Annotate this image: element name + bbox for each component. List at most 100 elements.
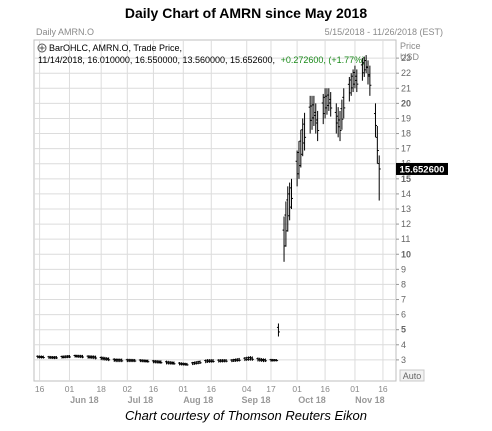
y-tick-label: 12 — [401, 219, 411, 229]
ohlc-bar — [138, 359, 142, 363]
y-tick-label: 23 — [401, 53, 411, 63]
currency-label: USD — [400, 52, 420, 62]
y-tick-label: 5 — [401, 325, 406, 335]
chart-title: Daily Chart of AMRN since May 2018 — [124, 5, 368, 21]
ohlc-bar — [172, 361, 176, 365]
ohlc-bar — [340, 99, 344, 130]
plot-area[interactable] — [33, 39, 397, 382]
ohlc-bar — [36, 355, 40, 359]
ohlc-bar — [112, 358, 116, 362]
x-tick-label: 18 — [96, 384, 106, 394]
ohlc-bar — [181, 362, 185, 366]
ohlc-bar — [353, 65, 357, 89]
ohlc-bar — [342, 88, 346, 119]
x-tick-label: 16 — [207, 384, 217, 394]
ohlc-bar — [125, 358, 129, 363]
x-tick-label: 01 — [292, 384, 302, 394]
ohlc-bar — [192, 361, 196, 365]
circle-plus-icon[interactable] — [37, 43, 47, 53]
ohlc-bar — [269, 358, 273, 362]
ohlc-bar — [81, 354, 85, 359]
ohlc-bar — [310, 95, 314, 130]
ohlc-bar — [207, 359, 211, 363]
ohlc-bar — [260, 358, 264, 362]
ohlc-bar — [77, 354, 81, 358]
ohlc-bar — [196, 360, 200, 365]
ohlc-bar — [243, 357, 247, 362]
y-tick-label: 11 — [401, 234, 410, 244]
ohlc-bar — [51, 356, 55, 360]
ohlc-bar — [284, 201, 288, 247]
ohlc-bar — [140, 359, 144, 363]
ohlc-bar — [312, 95, 316, 127]
x-tick-label: 16 — [149, 384, 159, 394]
ohlc-bar — [323, 88, 327, 119]
ohlc-bar — [178, 362, 182, 366]
ohlc-bar — [248, 356, 252, 361]
y-tick-label: 4 — [401, 340, 406, 350]
auto-button-label: Auto — [403, 371, 422, 381]
ohlc-bar — [179, 362, 183, 366]
ohlc-bar — [194, 361, 198, 365]
ohlc-bar — [247, 356, 251, 361]
x-month-label: Jul 18 — [128, 395, 154, 405]
ohlc-bar — [235, 358, 239, 362]
auto-scale-button[interactable]: Auto — [399, 369, 425, 382]
ohlc-bar — [204, 359, 208, 364]
ohlc-bar — [38, 355, 42, 359]
x-tick-label: 01 — [350, 384, 360, 394]
ohlc-bar — [107, 357, 111, 362]
ohlc-bar — [101, 356, 105, 361]
ohlc-bar — [368, 65, 372, 96]
ohlc-bar — [133, 358, 137, 363]
ohlc-bar — [347, 76, 351, 102]
ohlc-bar — [54, 355, 58, 359]
ohlc-bar — [62, 355, 66, 359]
ohlc-bar — [256, 357, 260, 362]
x-month-label: Oct 18 — [298, 395, 326, 405]
y-tick-label: 13 — [401, 204, 411, 214]
x-month-label: Jun 18 — [70, 395, 99, 405]
ohlc-bar — [366, 60, 370, 85]
ohlc-bar — [90, 355, 94, 359]
ohlc-bar — [103, 356, 107, 361]
ohlc-bar — [327, 88, 331, 111]
ohlc-bar — [364, 55, 368, 74]
y-tick-label: 17 — [401, 144, 411, 154]
ohlc-bar — [232, 358, 236, 362]
ohlc-bar — [60, 355, 64, 359]
ohlc-bar — [262, 358, 266, 363]
ohlc-bar — [338, 110, 342, 142]
ohlc-bar — [286, 186, 290, 232]
ohlc-bar — [234, 358, 238, 362]
ohlc-bar — [88, 355, 92, 359]
ohlc-bar — [258, 357, 262, 362]
ohlc-bar — [191, 361, 195, 366]
x-tick-label: 04 — [242, 384, 252, 394]
ohlc-bar — [222, 359, 226, 363]
y-tick-label: 10 — [401, 249, 411, 259]
ohlc-bar — [170, 361, 174, 365]
ohlc-bar — [299, 129, 303, 168]
ohlc-bar — [245, 356, 249, 361]
x-tick-label: 16 — [35, 384, 45, 394]
ohlc-bar — [217, 359, 221, 363]
x-month-label: Sep 18 — [242, 395, 271, 405]
ohlc-bar — [47, 355, 51, 359]
ohlc-values: 11/14/2018, 16.010000, 16.550000, 13.560… — [38, 55, 275, 65]
x-month-label: Nov 18 — [355, 395, 385, 405]
legend-line: BarOHLC, AMRN.O, Trade Price, — [49, 43, 182, 53]
ohlc-bar — [224, 359, 228, 363]
ohlc-bar — [349, 73, 353, 96]
ohlc-bar — [351, 69, 355, 93]
ohlc-bar — [198, 360, 202, 364]
ohlc-bar — [41, 355, 45, 359]
ohlc-bar — [67, 355, 71, 359]
ohlc-bar — [355, 69, 359, 93]
ohlc-bar — [86, 355, 90, 359]
x-tick-label: 16 — [378, 384, 388, 394]
ohlc-bar — [206, 359, 210, 363]
ohlc-bar — [325, 88, 329, 115]
price-bars — [36, 55, 381, 366]
